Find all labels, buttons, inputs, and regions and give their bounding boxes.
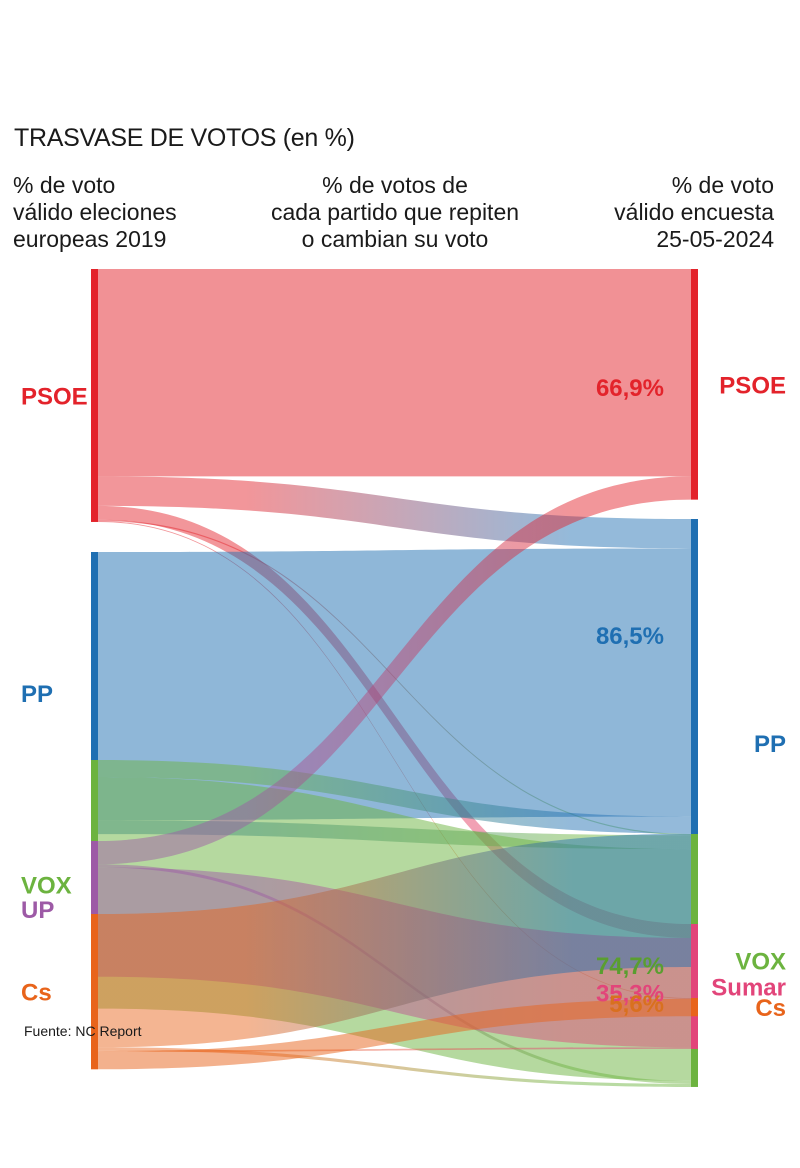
- labels-layer: PSOEPPVOXUPCsPSOE66,9%PP86,5%VOX74,7%Sum…: [21, 372, 786, 1022]
- flow-vox-to-pp: [98, 760, 691, 834]
- retention-label-pp: 86,5%: [596, 623, 664, 650]
- left-bar-pp: [91, 552, 98, 835]
- flow-cs-to-cs: [98, 998, 691, 1070]
- right-header-line: % de voto: [671, 172, 774, 198]
- left-bar-psoe: [91, 269, 98, 522]
- left-bar-cs: [91, 914, 98, 1070]
- flow-pp-to-pp: [98, 548, 691, 821]
- title-sub: (en %): [282, 124, 355, 152]
- flow-cs-to-pp: [98, 833, 691, 1048]
- flow-cs-to-vox: [98, 1047, 691, 1087]
- left-label-cs: Cs: [21, 980, 52, 1007]
- source-note: Fuente: NC Report: [24, 1023, 142, 1039]
- middle-header-line: % de votos de: [322, 172, 468, 198]
- middle-header-line: cada partido que repiten: [270, 199, 520, 225]
- middle-header-line: o cambian su voto: [301, 226, 489, 252]
- left-header-line: europeas 2019: [13, 226, 167, 252]
- right-bar-sumar: [691, 924, 698, 1049]
- flow-up-to-psoe: [98, 476, 691, 865]
- middle-column-header: % de votos de cada partido que repiten o…: [230, 172, 560, 253]
- flow-psoe-to-psoe: [98, 269, 691, 477]
- left-label-pp: PP: [21, 681, 53, 708]
- left-label-vox: VOX: [21, 872, 72, 899]
- node-bars-layer: [91, 269, 698, 1087]
- retention-label-cs: 5,6%: [609, 991, 664, 1018]
- left-label-psoe: PSOE: [21, 383, 88, 410]
- right-column-header: % de voto válido encuesta 25-05-2024: [560, 172, 774, 253]
- right-label-psoe: PSOE: [719, 372, 786, 399]
- left-bar-up: [91, 841, 98, 977]
- left-header-line: válido eleciones: [13, 199, 177, 225]
- left-label-up: UP: [21, 897, 54, 924]
- right-label-pp: PP: [754, 731, 786, 758]
- retention-label-psoe: 66,9%: [596, 375, 664, 402]
- right-bar-psoe: [691, 269, 698, 500]
- right-label-sumar: Sumar: [711, 974, 786, 1001]
- right-label-cs: Cs: [755, 995, 786, 1022]
- right-bar-pp: [691, 519, 698, 967]
- chart-title: TRASVASE DE VOTOS (en %): [14, 124, 355, 153]
- left-header-line: % de voto: [13, 172, 116, 198]
- left-column-header: % de voto válido eleciones europeas 2019: [13, 172, 233, 253]
- flows-layer: [98, 269, 691, 1087]
- title-main: TRASVASE DE VOTOS: [14, 124, 277, 152]
- right-bar-cs: [691, 998, 698, 1017]
- right-label-vox: VOX: [735, 948, 786, 975]
- retention-label-sumar: 35,3%: [596, 981, 664, 1008]
- retention-label-vox: 74,7%: [596, 953, 664, 980]
- right-header-line: 25-05-2024: [656, 226, 774, 252]
- right-header-line: válido encuesta: [614, 199, 774, 225]
